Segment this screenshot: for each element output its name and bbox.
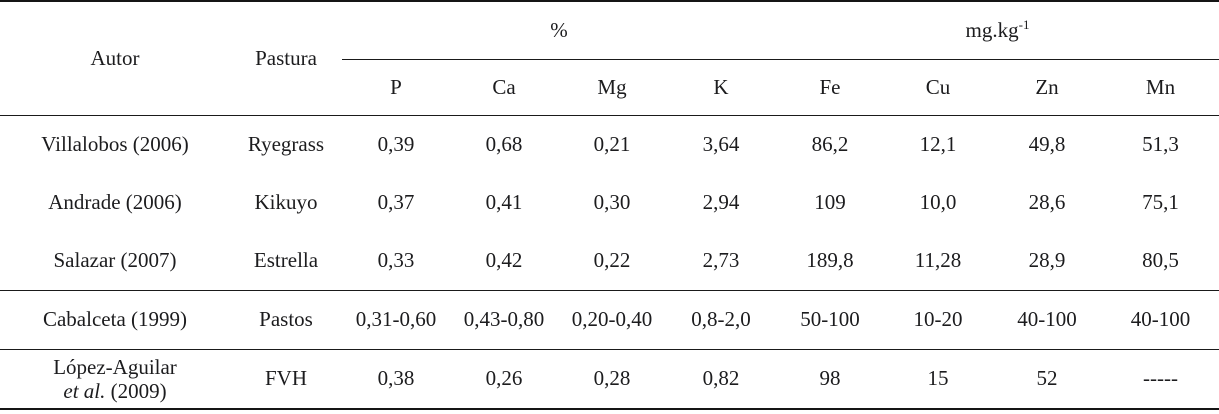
value-cell-mg: 0,28 — [593, 366, 631, 391]
pasture-cell: FVH — [264, 366, 307, 391]
value-cell-mg: 0,20-0,40 — [558, 290, 666, 350]
table-row-cabalceta: Cabalceta (1999) Pastos 0,31-0,60 0,43-0… — [0, 290, 1219, 350]
value-cell-mg: 0,30 — [593, 189, 631, 214]
col-group-percent: % — [342, 1, 776, 60]
col-header-fe: Fe — [776, 59, 884, 116]
pasture-cell: Kikuyo — [254, 189, 318, 214]
value-cell-mn: 75,1 — [1142, 189, 1179, 214]
value-cell-mn: 40-100 — [1102, 290, 1219, 350]
author-cell: Andrade (2006) — [48, 189, 182, 214]
author-multiline: López-Aguilar et al. (2009) — [0, 355, 230, 403]
value-cell-ca: 0,68 — [485, 131, 523, 156]
value-cell-p: 0,38 — [377, 366, 415, 391]
value-cell-cu: 12,1 — [919, 131, 957, 156]
value-cell-k: 0,8-2,0 — [666, 290, 776, 350]
table-row-villalobos: Villalobos (2006) Ryegrass 0,39 0,68 0,2… — [0, 115, 1219, 173]
col-header-k: K — [666, 59, 776, 116]
col-header-p: P — [342, 59, 450, 116]
unit-base-text: mg.kg — [965, 17, 1019, 42]
author-cell: Cabalceta (1999) — [0, 290, 230, 350]
value-cell-mn: 80,5 — [1102, 231, 1219, 291]
value-cell-cu: 10,0 — [919, 189, 957, 214]
table-row-lopez-aguilar: López-Aguilar et al. (2009) FVH 0,38 0,2… — [0, 349, 1219, 409]
value-cell-k: 0,82 — [702, 366, 740, 391]
author-line1: López-Aguilar — [53, 354, 177, 379]
value-cell-ca: 0,41 — [485, 189, 523, 214]
table-row-andrade: Andrade (2006) Kikuyo 0,37 0,41 0,30 2,9… — [0, 173, 1219, 231]
unit-superscript: -1 — [1018, 16, 1030, 32]
value-cell-fe: 50-100 — [776, 290, 884, 350]
value-cell-cu: 10-20 — [884, 290, 992, 350]
table-row-salazar: Salazar (2007) Estrella 0,33 0,42 0,22 2… — [0, 231, 1219, 291]
col-header-mn: Mn — [1102, 59, 1219, 116]
value-cell-fe: 109 — [814, 189, 846, 214]
value-cell-k: 3,64 — [702, 131, 740, 156]
value-cell-cu: 11,28 — [884, 231, 992, 291]
value-cell-mg: 0,21 — [593, 131, 631, 156]
value-cell-ca: 0,42 — [450, 231, 558, 291]
value-cell-k: 2,94 — [702, 189, 740, 214]
value-cell-zn: 52 — [1036, 366, 1058, 391]
value-cell-zn: 28,6 — [1028, 189, 1066, 214]
value-cell-zn: 28,9 — [992, 231, 1102, 291]
author-cell: Salazar (2007) — [0, 231, 230, 291]
pasture-cell: Pastos — [230, 290, 342, 350]
col-group-mgkg: mg.kg-1 — [776, 1, 1219, 60]
value-cell-mn: 51,3 — [1142, 131, 1179, 156]
value-cell-fe: 189,8 — [776, 231, 884, 291]
value-cell-mn: ----- — [1143, 366, 1178, 391]
author-et-al: et al. — [63, 378, 106, 403]
value-cell-fe: 86,2 — [811, 131, 849, 156]
author-cell: López-Aguilar et al. (2009) — [0, 349, 230, 409]
value-cell-zn: 40-100 — [992, 290, 1102, 350]
header-row-groups: Autor Pastura % mg.kg-1 — [0, 1, 1219, 116]
pasture-cell: Ryegrass — [247, 131, 325, 156]
value-cell-p: 0,31-0,60 — [342, 290, 450, 350]
value-cell-p: 0,37 — [377, 189, 415, 214]
value-cell-p: 0,33 — [342, 231, 450, 291]
value-cell-k: 2,73 — [666, 231, 776, 291]
author-cell: Villalobos (2006) — [41, 131, 189, 156]
value-cell-p: 0,39 — [377, 131, 415, 156]
value-cell-ca: 0,26 — [485, 366, 523, 391]
col-header-pastura: Pastura — [230, 1, 342, 116]
pasture-cell: Estrella — [230, 231, 342, 291]
col-header-ca: Ca — [450, 59, 558, 116]
author-line2: et al. (2009) — [0, 379, 230, 403]
value-cell-zn: 49,8 — [1028, 131, 1066, 156]
col-header-mg: Mg — [558, 59, 666, 116]
header-row-elements: P Ca Mg K Fe Cu Zn Mn — [0, 59, 1219, 116]
value-cell-fe: 98 — [819, 366, 841, 391]
col-header-zn: Zn — [992, 59, 1102, 116]
value-cell-cu: 15 — [927, 366, 949, 391]
value-cell-ca: 0,43-0,80 — [450, 290, 558, 350]
col-header-cu: Cu — [884, 59, 992, 116]
value-cell-mg: 0,22 — [558, 231, 666, 291]
col-header-autor: Autor — [0, 1, 230, 116]
author-year: (2009) — [105, 378, 167, 403]
